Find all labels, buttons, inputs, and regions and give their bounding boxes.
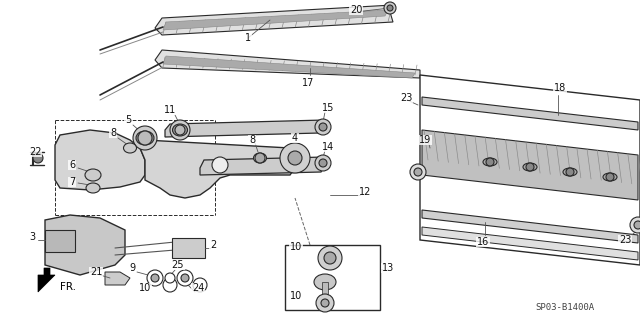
Polygon shape: [422, 227, 638, 260]
Circle shape: [170, 120, 190, 140]
Ellipse shape: [86, 183, 100, 193]
Text: 16: 16: [477, 237, 489, 247]
Polygon shape: [105, 272, 130, 285]
Circle shape: [315, 119, 331, 135]
Text: 11: 11: [164, 105, 176, 115]
Text: 4: 4: [292, 133, 298, 143]
Circle shape: [138, 131, 152, 145]
Text: 10: 10: [139, 283, 151, 293]
Ellipse shape: [253, 153, 266, 163]
Circle shape: [414, 168, 422, 176]
Circle shape: [33, 153, 43, 163]
Polygon shape: [200, 157, 325, 175]
Ellipse shape: [136, 131, 154, 145]
Text: 9: 9: [129, 263, 135, 273]
Polygon shape: [172, 238, 205, 258]
Ellipse shape: [85, 169, 101, 181]
Text: 10: 10: [290, 291, 302, 301]
Circle shape: [177, 270, 193, 286]
Text: 25: 25: [172, 260, 184, 270]
Circle shape: [151, 274, 159, 282]
Text: 15: 15: [322, 103, 334, 113]
Text: SP03-B1400A: SP03-B1400A: [536, 303, 595, 313]
Text: 12: 12: [359, 187, 371, 197]
Text: 23: 23: [619, 235, 631, 245]
Text: 20: 20: [350, 5, 362, 15]
Text: 19: 19: [419, 135, 431, 145]
Text: 6: 6: [69, 160, 75, 170]
Circle shape: [387, 5, 393, 11]
Text: FR.: FR.: [60, 282, 76, 292]
Text: 8: 8: [110, 128, 116, 138]
Circle shape: [410, 164, 426, 180]
Polygon shape: [155, 50, 420, 78]
Text: 22: 22: [29, 147, 41, 157]
Circle shape: [181, 274, 189, 282]
Circle shape: [319, 159, 327, 167]
Circle shape: [212, 157, 228, 173]
Bar: [285, 245, 380, 310]
Ellipse shape: [124, 143, 136, 153]
Polygon shape: [55, 130, 145, 190]
Ellipse shape: [523, 163, 537, 171]
Circle shape: [318, 246, 342, 270]
Text: 18: 18: [554, 83, 566, 93]
Polygon shape: [422, 210, 638, 243]
Ellipse shape: [563, 168, 577, 176]
Ellipse shape: [483, 158, 497, 166]
Circle shape: [163, 278, 177, 292]
Polygon shape: [163, 10, 388, 30]
Circle shape: [321, 299, 329, 307]
Circle shape: [316, 294, 334, 312]
Circle shape: [288, 151, 302, 165]
Polygon shape: [45, 215, 125, 275]
Circle shape: [606, 173, 614, 181]
Polygon shape: [422, 97, 638, 130]
Ellipse shape: [173, 124, 188, 136]
Circle shape: [384, 2, 396, 14]
Circle shape: [324, 252, 336, 264]
Text: 2: 2: [210, 240, 216, 250]
Circle shape: [630, 217, 640, 233]
Ellipse shape: [314, 274, 336, 290]
Text: 23: 23: [400, 93, 412, 103]
Circle shape: [566, 168, 574, 176]
Text: 1: 1: [245, 33, 251, 43]
Circle shape: [193, 278, 207, 292]
Text: 21: 21: [90, 267, 102, 277]
Polygon shape: [140, 140, 295, 198]
Text: 5: 5: [125, 115, 131, 125]
Polygon shape: [420, 75, 640, 265]
Polygon shape: [38, 268, 55, 292]
Circle shape: [634, 221, 640, 229]
Bar: [322, 282, 328, 302]
Circle shape: [315, 155, 331, 171]
Polygon shape: [155, 5, 393, 35]
Circle shape: [280, 143, 310, 173]
Ellipse shape: [603, 173, 617, 181]
Text: 8: 8: [249, 135, 255, 145]
Text: 10: 10: [290, 242, 302, 252]
Text: 17: 17: [302, 78, 314, 88]
Circle shape: [147, 270, 163, 286]
Text: 7: 7: [69, 177, 75, 187]
Text: 3: 3: [29, 232, 35, 242]
Bar: [45, 230, 75, 252]
Circle shape: [526, 163, 534, 171]
Polygon shape: [165, 120, 325, 137]
Circle shape: [175, 125, 185, 135]
Circle shape: [165, 273, 175, 283]
Text: 13: 13: [382, 263, 394, 273]
Circle shape: [319, 123, 327, 131]
Circle shape: [486, 158, 494, 166]
Circle shape: [255, 153, 265, 163]
Polygon shape: [422, 130, 638, 200]
Polygon shape: [163, 56, 415, 78]
Circle shape: [133, 126, 157, 150]
Text: 24: 24: [192, 283, 204, 293]
Text: 14: 14: [322, 142, 334, 152]
